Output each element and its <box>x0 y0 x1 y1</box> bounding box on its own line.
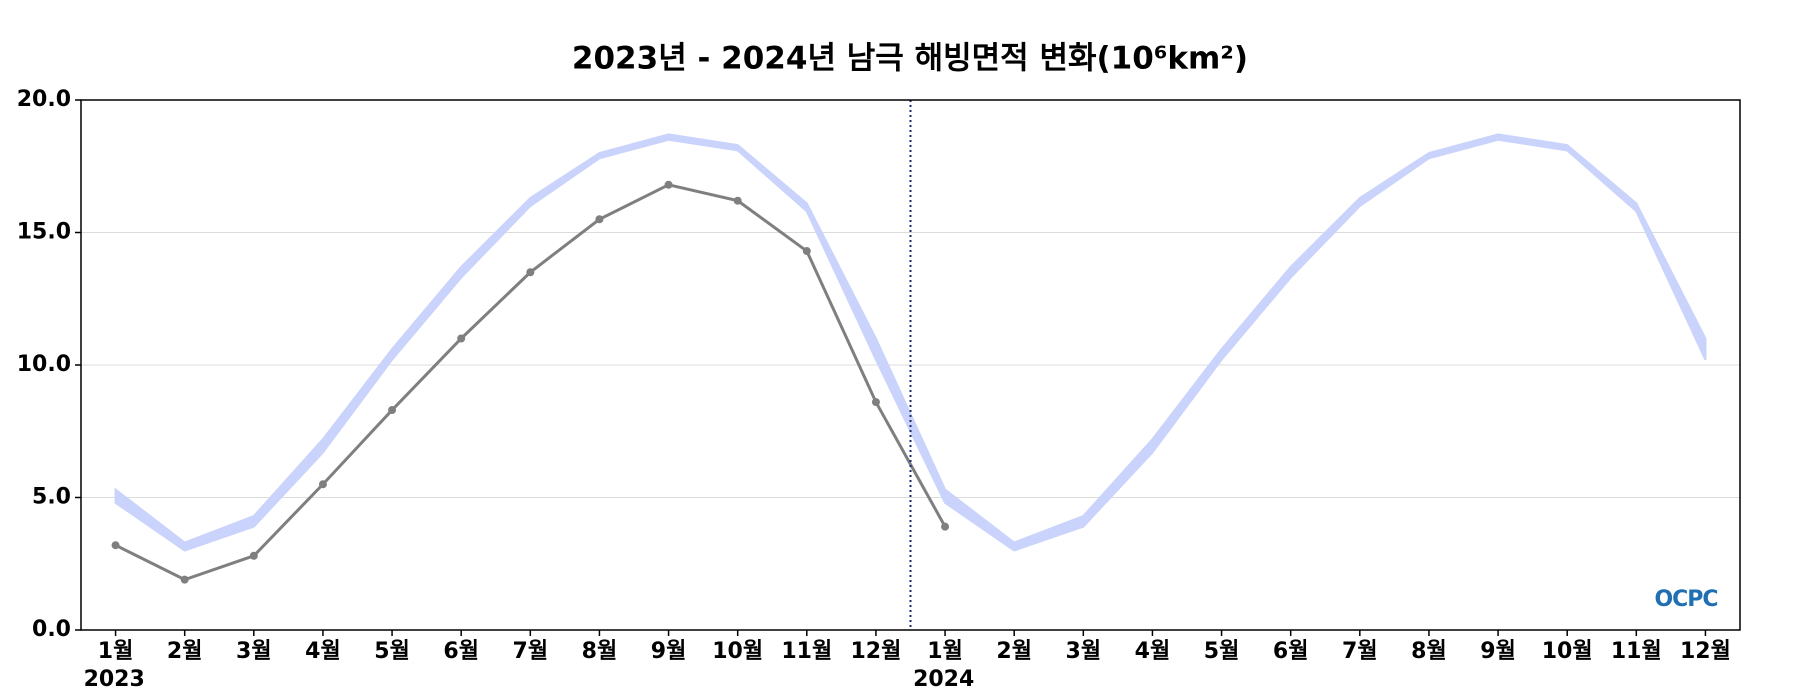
x-tick-label: 4월 <box>305 639 341 664</box>
x-tick-label: 8월 <box>1411 639 1447 664</box>
x-tick-label: 2월 <box>996 639 1032 664</box>
series-point <box>111 541 120 550</box>
year-label: 2023 <box>84 667 145 692</box>
series-point <box>180 575 189 584</box>
x-tick-label: 6월 <box>1273 639 1309 664</box>
x-tick-label: 7월 <box>1342 639 1378 664</box>
x-tick-label: 2월 <box>167 639 203 664</box>
x-tick-label: 5월 <box>1204 639 1240 664</box>
logo: OCPC <box>1654 587 1717 612</box>
series-point <box>802 247 811 256</box>
x-tick-label: 3월 <box>236 639 272 664</box>
x-tick-label: 3월 <box>1066 639 1102 664</box>
x-tick-label: 5월 <box>374 639 410 664</box>
series-point <box>595 215 604 224</box>
series-point <box>318 480 327 489</box>
series-point <box>526 268 535 277</box>
series-point <box>664 180 673 189</box>
y-tick-label: 20.0 <box>17 87 71 112</box>
series-point <box>457 334 466 343</box>
x-tick-label: 11월 <box>781 639 832 664</box>
x-tick-label: 7월 <box>513 639 549 664</box>
series-point <box>733 196 742 205</box>
series-point <box>871 398 880 407</box>
y-tick-label: 15.0 <box>17 220 71 245</box>
x-tick-label: 4월 <box>1135 639 1171 664</box>
x-tick-label: 9월 <box>1480 639 1516 664</box>
x-tick-label: 6월 <box>443 639 479 664</box>
x-tick-label: 11월 <box>1611 639 1662 664</box>
year-label: 2024 <box>913 667 974 692</box>
x-tick-label: 1월 <box>927 639 963 664</box>
x-tick-label: 10월 <box>712 639 763 664</box>
y-tick-label: 10.0 <box>17 352 71 377</box>
x-tick-label: 8월 <box>582 639 618 664</box>
series-point <box>388 406 397 415</box>
y-tick-label: 0.0 <box>32 617 71 642</box>
series-point <box>941 522 950 531</box>
x-tick-label: 1월 <box>98 639 134 664</box>
chart-title: 2023년 - 2024년 남극 해빙면적 변화(10⁶km²) <box>572 41 1248 77</box>
series-point <box>249 551 258 560</box>
x-tick-label: 12월 <box>851 639 902 664</box>
plot-frame <box>80 99 1741 631</box>
x-tick-label: 9월 <box>651 639 687 664</box>
y-tick-label: 5.0 <box>32 485 71 510</box>
x-tick-label: 10월 <box>1542 639 1593 664</box>
x-tick-label: 12월 <box>1680 639 1731 664</box>
climatology-band <box>114 133 1707 552</box>
